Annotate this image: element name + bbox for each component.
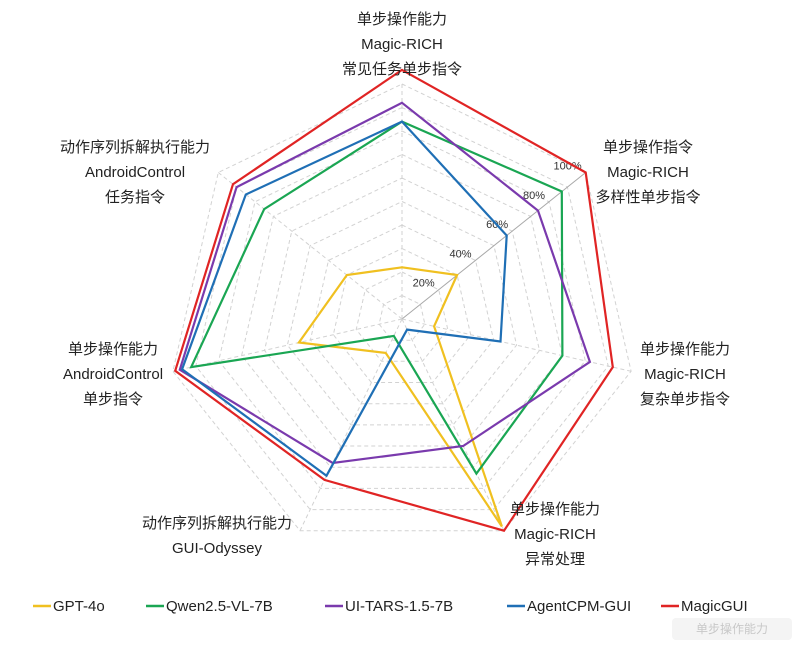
grid-ring	[332, 247, 472, 383]
series-qwen2-5-vl-7b	[189, 120, 564, 476]
legend-label: GPT-4o	[53, 598, 105, 615]
tick-label: 100%	[554, 161, 582, 173]
axis-label-line: Magic-RICH	[607, 164, 689, 181]
axis-spoke	[172, 318, 403, 372]
grid-layer	[172, 83, 632, 532]
axis-label-line: 多样性单步指令	[595, 189, 700, 206]
axis-label-line: 单步操作能力	[68, 341, 158, 358]
axis-label-line: 单步操作能力	[640, 341, 730, 358]
watermark-text: 单步操作能力	[696, 621, 768, 636]
axis-label-line: 动作序列拆解执行能力	[60, 139, 210, 156]
axis-label-line: 动作序列拆解执行能力	[142, 515, 292, 532]
axis-label-line: GUI-Odyssey	[172, 540, 263, 557]
grid-ring	[218, 130, 586, 489]
axis-label: 动作序列拆解执行能力 AndroidControl 任务指令	[60, 139, 210, 206]
axis-label: 动作序列拆解执行能力 GUI-Odyssey	[142, 515, 292, 557]
grid-ring	[241, 153, 563, 468]
series-agentcpm-gui	[180, 120, 508, 478]
axis-label-line: 单步操作能力	[357, 11, 447, 28]
series-ui-tars-1-5-7b	[178, 101, 592, 465]
grid-ring	[355, 271, 449, 362]
axis-label-line: 异常处理	[525, 551, 585, 568]
watermark-box	[672, 618, 792, 640]
axis-label-line: Magic-RICH	[644, 366, 726, 383]
axis-label-line: 常见任务单步指令	[342, 61, 462, 78]
axis-label-line: 复杂单步指令	[640, 390, 730, 408]
watermark: 单步操作能力	[672, 618, 792, 640]
axis-label: 单步操作能力 Magic-RICH 常见任务单步指令	[342, 11, 462, 78]
axis-label-line: Magic-RICH	[514, 526, 596, 543]
tick-label: 80%	[523, 190, 545, 202]
axis-label-line: 单步操作指令	[603, 139, 693, 156]
legend-label: AgentCPM-GUI	[527, 598, 631, 615]
axis-label: 单步操作能力 Magic-RICH 复杂单步指令	[640, 341, 730, 408]
axis-label-line: 单步指令	[83, 391, 143, 408]
axis-label-line: AndroidControl	[85, 164, 185, 181]
tick-labels: 20%40%60%80%100%	[413, 161, 582, 290]
axis-label-line: AndroidControl	[63, 366, 163, 383]
axis-label: 单步操作能力 AndroidControl 单步指令	[63, 341, 163, 408]
axis-spoke	[401, 172, 587, 320]
legend: GPT-4o Qwen2.5-VL-7B UI-TARS-1.5-7B AgentCP…	[33, 598, 792, 640]
series-magicgui	[173, 68, 614, 532]
legend-label: UI-TARS-1.5-7B	[345, 598, 453, 615]
grid-ring	[286, 200, 518, 426]
axis-label: 单步操作能力 Magic-RICH 异常处理	[510, 501, 600, 568]
legend-label: MagicGUI	[681, 598, 748, 615]
tick-label: 40%	[449, 248, 471, 260]
axis-label-line: 单步操作能力	[510, 501, 600, 518]
grid-ring	[263, 177, 541, 447]
tick-label: 20%	[413, 278, 435, 290]
axis-spoke	[401, 318, 505, 531]
series-layer	[173, 68, 614, 532]
axis-label-line: Magic-RICH	[361, 36, 443, 53]
axis-label-line: 任务指令	[105, 189, 165, 206]
series-gpt-4o	[296, 266, 503, 528]
axis-label: 单步操作指令 Magic-RICH 多样性单步指令	[595, 139, 700, 206]
legend-label: Qwen2.5-VL-7B	[166, 598, 273, 615]
